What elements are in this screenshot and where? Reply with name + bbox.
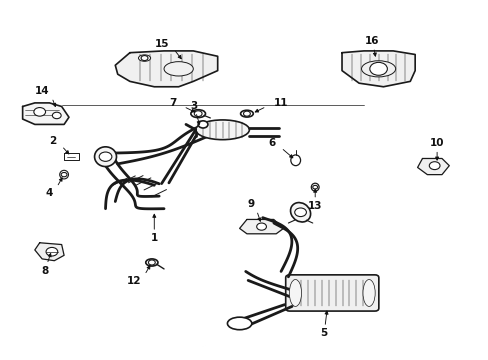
Circle shape: [243, 111, 250, 116]
Circle shape: [99, 152, 112, 161]
Ellipse shape: [60, 170, 68, 179]
Ellipse shape: [290, 203, 310, 222]
Polygon shape: [22, 103, 69, 125]
Text: 4: 4: [46, 188, 53, 198]
Text: 3: 3: [190, 100, 197, 111]
Ellipse shape: [311, 183, 319, 191]
Text: 5: 5: [320, 328, 327, 338]
Text: 7: 7: [168, 98, 176, 108]
Polygon shape: [341, 51, 414, 87]
Circle shape: [148, 260, 155, 265]
Ellipse shape: [195, 120, 249, 140]
Circle shape: [256, 223, 266, 230]
Ellipse shape: [361, 61, 395, 77]
Polygon shape: [35, 243, 64, 261]
Ellipse shape: [145, 259, 158, 266]
Circle shape: [428, 162, 439, 170]
Ellipse shape: [289, 279, 301, 306]
Circle shape: [141, 55, 148, 60]
Text: 10: 10: [429, 138, 444, 148]
Ellipse shape: [240, 110, 253, 117]
Circle shape: [294, 208, 306, 217]
Text: 12: 12: [126, 276, 141, 286]
Ellipse shape: [138, 55, 150, 61]
Text: 11: 11: [273, 98, 287, 108]
Polygon shape: [417, 158, 448, 175]
Polygon shape: [115, 51, 217, 87]
Ellipse shape: [227, 317, 251, 330]
Text: 6: 6: [267, 138, 275, 148]
Text: 1: 1: [150, 233, 158, 243]
Ellipse shape: [94, 147, 116, 167]
Ellipse shape: [190, 110, 205, 118]
Ellipse shape: [163, 62, 193, 76]
Text: 14: 14: [35, 86, 49, 96]
Text: 13: 13: [307, 201, 322, 211]
Circle shape: [61, 172, 67, 177]
Text: 2: 2: [49, 136, 57, 145]
Polygon shape: [239, 220, 283, 234]
Circle shape: [46, 247, 58, 256]
Polygon shape: [64, 153, 79, 160]
Circle shape: [312, 185, 317, 189]
Text: 8: 8: [41, 266, 48, 275]
Ellipse shape: [290, 155, 300, 166]
FancyBboxPatch shape: [285, 275, 378, 311]
Circle shape: [198, 121, 207, 128]
Text: 9: 9: [247, 199, 254, 209]
Ellipse shape: [362, 279, 374, 306]
Circle shape: [194, 111, 202, 117]
Circle shape: [34, 108, 45, 116]
Circle shape: [52, 112, 61, 119]
Circle shape: [369, 62, 386, 75]
Text: 15: 15: [155, 39, 169, 49]
Text: 16: 16: [365, 36, 379, 46]
